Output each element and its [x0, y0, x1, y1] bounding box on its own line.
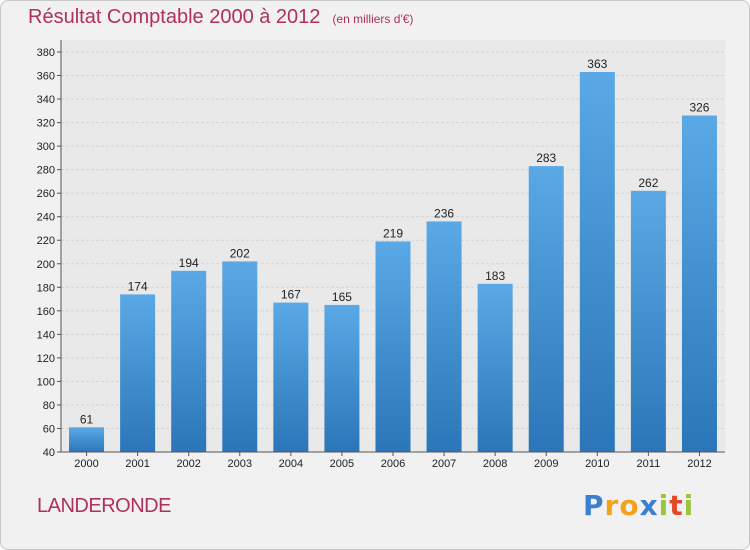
x-tick-label: 2012 — [687, 458, 711, 470]
data-labels: 61 174 194 202 167 165 219 236 183 283 363 262 326 — [80, 57, 710, 426]
data-label-2006: 219 — [383, 226, 403, 240]
data-label-2008: 183 — [485, 269, 505, 283]
data-label-2009: 283 — [536, 151, 556, 165]
chart-title: Résultat Comptable 2000 à 2012 (en millie… — [28, 6, 413, 29]
y-tick-label: 140 — [37, 329, 55, 341]
y-tick-label: 60 — [43, 423, 55, 435]
y-tick-label: 340 — [37, 94, 55, 106]
data-label-2011: 262 — [638, 176, 658, 190]
bar-2009[interactable] — [528, 166, 564, 452]
bars — [69, 72, 717, 452]
data-label-2001: 174 — [128, 279, 148, 293]
x-tick-label: 2000 — [74, 458, 98, 470]
y-axis: 40 60 80 100 120 140 160 180 200 220 240 260 280 300 3… — [37, 40, 62, 459]
y-tick-label: 300 — [37, 141, 55, 153]
bar-2006[interactable] — [375, 241, 411, 452]
x-tick-label: 2005 — [330, 458, 354, 470]
bar-2008[interactable] — [477, 283, 513, 452]
data-label-2002: 194 — [179, 256, 199, 270]
bar-2011[interactable] — [630, 190, 666, 452]
y-tick-label: 280 — [37, 165, 55, 177]
data-label-2010: 363 — [587, 57, 607, 71]
y-tick-label: 120 — [37, 353, 55, 365]
y-tick-label: 160 — [37, 306, 55, 318]
y-tick-label: 240 — [37, 212, 55, 224]
x-tick-label: 2004 — [279, 458, 303, 470]
y-tick-label: 100 — [37, 376, 55, 388]
logo-letter: t — [669, 489, 684, 522]
x-tick-label: 2007 — [432, 458, 456, 470]
proxiti-logo[interactable]: Proxiti — [583, 489, 694, 522]
logo-letter: P — [583, 489, 605, 522]
y-tick-label: 180 — [37, 282, 55, 294]
bar-2002[interactable] — [171, 270, 207, 452]
x-tick-label: 2006 — [381, 458, 405, 470]
data-label-2000: 61 — [80, 412, 94, 426]
y-tick-label: 200 — [37, 259, 55, 271]
bar-2001[interactable] — [120, 294, 156, 452]
bar-2010[interactable] — [579, 72, 615, 452]
x-tick-label: 2009 — [534, 458, 558, 470]
data-label-2005: 165 — [332, 290, 352, 304]
bar-2000[interactable] — [69, 427, 105, 452]
y-tick-label: 320 — [37, 118, 55, 130]
logo-letter: i — [683, 489, 695, 522]
y-tick-label: 40 — [43, 447, 55, 459]
bar-2005[interactable] — [324, 304, 360, 452]
x-tick-label: 2002 — [176, 458, 200, 470]
x-tick-label: 2011 — [637, 458, 661, 470]
data-label-2007: 236 — [434, 206, 454, 220]
y-tick-label: 220 — [37, 235, 55, 247]
commune-name: LANDERONDE — [37, 495, 171, 517]
logo-letter: i — [658, 489, 670, 522]
data-label-2003: 202 — [230, 246, 250, 260]
x-tick-label: 2003 — [228, 458, 252, 470]
logo-letter: r — [604, 489, 620, 522]
y-tick-label: 360 — [37, 71, 55, 83]
x-axis: 2000 2001 2002 2003 2004 2005 2006 2007 2008 2009… — [61, 451, 725, 470]
y-tick-label: 380 — [37, 47, 55, 59]
x-tick-label: 2008 — [483, 458, 507, 470]
y-tick-label: 260 — [37, 188, 55, 200]
x-tick-label: 2010 — [585, 458, 609, 470]
y-tick-label: 80 — [43, 400, 55, 412]
logo-letter: x — [639, 489, 659, 522]
bar-2007[interactable] — [426, 221, 462, 452]
bar-2012[interactable] — [681, 115, 717, 452]
logo-letter: o — [619, 489, 640, 522]
data-label-2012: 326 — [689, 101, 709, 115]
chart-subtitle: (en milliers d'€) — [332, 12, 414, 26]
data-label-2004: 167 — [281, 288, 301, 302]
bar-2003[interactable] — [222, 261, 258, 452]
chart-title-main: Résultat Comptable 2000 à 2012 — [28, 6, 321, 28]
x-tick-label: 2001 — [125, 458, 149, 470]
bar-2004[interactable] — [273, 302, 309, 452]
